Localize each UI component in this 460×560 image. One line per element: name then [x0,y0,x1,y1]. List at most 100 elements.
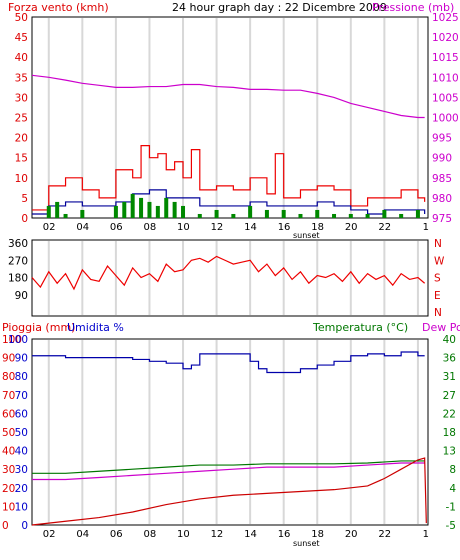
panel1-right-ytick-8: 1015 [432,52,459,64]
panel3-xtick-12: 12 [211,529,224,540]
panel1-wind-bar-11 [164,197,169,218]
panel3-right-ytick-9: 36 [443,353,457,365]
panel3-rain-ytick-0: 0 [2,520,9,532]
panel2-compass-1: W [434,255,445,267]
panel1-xtick-14: 14 [244,222,257,233]
panel1-right-ytick-1: 980 [432,193,452,205]
panel3-hum-ytick-9: 90 [15,353,28,365]
panel1-wind-bar-17 [248,205,253,218]
panel1-xtick-12: 12 [211,222,224,233]
panel3-xtick-22: 22 [378,529,391,540]
panel1-left-ytick-4: 20 [15,133,28,145]
panel1-right-ytick-7: 1010 [432,72,459,84]
panel1-left-ytick-9: 45 [15,32,28,44]
panel3-rain-ytick-2: 20 [2,483,15,495]
panel1-wind-bar-13 [181,205,186,218]
panel1-right-label: Pressione (mb) [372,1,454,14]
panel3-xtick-20: 20 [345,529,358,540]
panel3-hum-ytick-1: 10 [15,501,28,513]
panel1-xtick-20: 20 [345,222,358,233]
panel2-ytick-270: 270 [8,255,28,267]
panel1-wind-bar-20 [298,213,303,218]
panel3-right-ytick-10: 40 [443,334,456,346]
panel1-frame [31,16,429,219]
panel1-left-ytick-7: 35 [15,72,28,84]
panel3-right-ytick-0: -5 [446,520,456,532]
panel1-wind-bar-0 [46,205,51,218]
panel1-title: 24 hour graph day : 22 Dicembre 2009 [172,1,387,14]
panel1-right-ytick-3: 990 [432,153,452,165]
panel3-hum-ytick-2: 20 [15,483,28,495]
panel3-xtick-08: 08 [143,529,156,540]
panel1-series-0 [31,74,425,119]
panel1-wind-bar-5 [113,205,118,218]
panel3-hum-ytick-8: 80 [15,371,28,383]
panel1-xtick-16: 16 [278,222,291,233]
panel1-left-ytick-3: 15 [15,153,28,165]
panel3-hum-ytick-5: 50 [15,427,28,439]
panel3-xtick-end: 1 [423,529,429,540]
panel2-compass-4: N [434,307,442,319]
panel3-rain-ytick-7: 70 [2,390,15,402]
panel1-wind-bar-6 [122,201,127,218]
panel1-wind-bar-2 [63,213,68,218]
panel1-wind-bar-19 [281,209,286,218]
panel1-xtick-18: 18 [311,222,324,233]
panel1-wind-bar-22 [332,213,337,218]
panel1-wind-bar-18 [264,209,269,218]
panel3-xtick-02: 02 [43,529,56,540]
panel3-humidity-label: Umidita % [67,321,124,334]
panel1-xtick-04: 04 [76,222,89,233]
panel1-wind-bar-7 [130,193,135,218]
panel1-left-ytick-5: 25 [15,113,28,125]
panel1-right-ytick-4: 995 [432,133,452,145]
panel1-wind-bar-3 [80,209,85,218]
panel3-dew-label: Dew Point [422,321,460,334]
panel1-wind-bar-12 [172,201,177,218]
panel3-right-ytick-5: 18 [443,427,456,439]
panel1-sunset-label: sunset [293,231,320,240]
panel1-wind-bar-27 [415,209,420,218]
panel1-wind-bar-1 [55,201,60,218]
panel3-rain-ytick-1: 10 [2,501,15,513]
panel1-xtick-22: 22 [378,222,391,233]
panel1-right-ytick-9: 1020 [432,32,459,44]
panel1-xtick-08: 08 [143,222,156,233]
panel3-hum-ytick-3: 30 [15,464,28,476]
panel2-series-0 [31,255,426,291]
panel3-hum-ytick-6: 60 [15,408,28,420]
panel1-wind-bar-25 [382,209,387,218]
panel3-temp-label: Temperatura (°C) [312,321,408,334]
panel3-hum-ytick-4: 40 [15,446,28,458]
panel2-ytick-360: 360 [8,238,28,250]
panel3-xtick-16: 16 [278,529,291,540]
panel2-compass-0: N [434,238,442,250]
panel1-xtick-end: 1 [423,222,429,233]
panel1-wind-bar-15 [214,209,219,218]
panel1-wind-bar-14 [197,213,202,218]
panel3-xtick-04: 04 [76,529,89,540]
panel3-right-ytick-2: 4 [449,483,456,495]
panel3-rain-ytick-10: 100 [2,334,22,346]
panel1-left-ytick-1: 5 [21,193,28,205]
panel3-right-ytick-4: 13 [443,446,456,458]
panel1-left-ytick-6: 30 [15,92,28,104]
panel3-xtick-06: 06 [110,529,123,540]
panel3-rain-ytick-8: 80 [2,371,15,383]
panel3-rain-ytick-6: 60 [2,408,15,420]
panel3-rain-label: Pioggia (mm) [2,321,75,334]
panel1-wind-bar-10 [155,205,160,218]
panel3-hum-ytick-0: 0 [21,520,28,532]
panel1-right-ytick-0: 975 [432,213,452,225]
panel3-series-1 [32,460,425,474]
panel1-wind-bar-8 [139,197,144,218]
panel3-rain-ytick-3: 30 [2,464,15,476]
panel1-xtick-10: 10 [177,222,190,233]
panel2-compass-2: S [434,273,441,285]
panel3-xtick-18: 18 [311,529,324,540]
panel1-right-ytick-2: 985 [432,173,452,185]
panel1-left-ytick-2: 10 [15,173,28,185]
panel1-left-ytick-8: 40 [15,52,28,64]
